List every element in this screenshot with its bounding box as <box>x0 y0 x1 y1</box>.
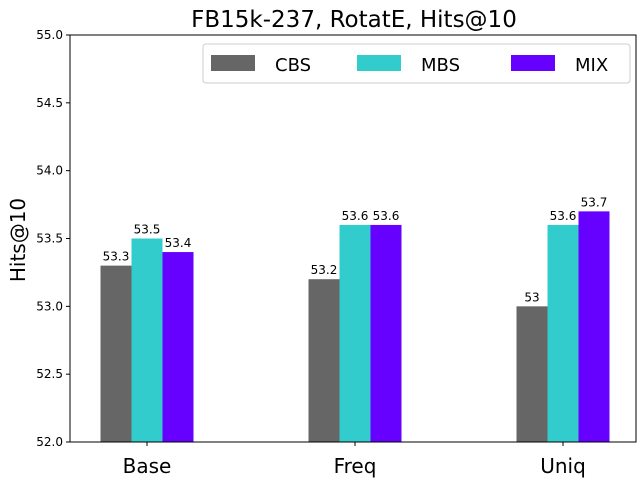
bar-value-label: 53.6 <box>342 209 369 223</box>
bar-mix-freq <box>370 224 402 442</box>
bar-value-label: 53.6 <box>550 209 577 223</box>
plot-frame <box>69 34 637 443</box>
legend-swatch-cbs <box>211 55 255 71</box>
y-axis-label: Hits@10 <box>6 198 30 282</box>
chart-title: FB15k-237, RotatE, Hits@10 <box>191 7 517 33</box>
y-tick-label: 54.0 <box>36 164 63 178</box>
bar-value-label: 53.2 <box>311 263 338 277</box>
y-tick-label: 52.0 <box>36 435 63 449</box>
x-tick-label: Base <box>123 454 172 478</box>
y-tick-label: 52.5 <box>36 367 63 381</box>
bar-value-label: 53.6 <box>373 209 400 223</box>
bar-cbs-freq <box>308 279 340 442</box>
legend-label-mix: MIX <box>575 55 608 76</box>
y-tick-label: 53.0 <box>36 299 63 313</box>
bar-value-label: 53.4 <box>165 236 192 250</box>
x-tick-label: Freq <box>334 454 377 478</box>
legend-swatch-mix <box>511 55 555 71</box>
bar-cbs-base <box>100 265 132 442</box>
legend-box <box>202 43 631 84</box>
legend-label-cbs: CBS <box>275 55 311 76</box>
y-axis-ticks: 52.0 52.5 53.0 53.5 54.0 54.5 55.0 <box>36 28 70 449</box>
bar-mbs-freq <box>339 224 371 442</box>
x-tick-label: Uniq <box>540 454 586 478</box>
bar-mix-uniq <box>578 211 610 442</box>
bar-value-label: 53.3 <box>103 250 130 264</box>
legend: CBS MBS MIX <box>202 43 631 84</box>
bars-group <box>100 211 610 442</box>
y-tick-label: 54.5 <box>36 96 63 110</box>
bar-cbs-uniq <box>516 306 548 442</box>
bar-mbs-base <box>131 238 163 442</box>
bar-value-label: 53.7 <box>581 195 608 209</box>
y-tick-label: 53.5 <box>36 232 63 246</box>
data-labels-group: 53.3 53.2 53 53.5 53.6 53.6 53.4 53.6 53.7 <box>103 195 608 304</box>
y-tick-label: 55.0 <box>36 28 63 42</box>
x-axis-ticks: Base Freq Uniq <box>123 442 586 478</box>
bar-mbs-uniq <box>547 224 579 442</box>
legend-swatch-mbs <box>357 55 401 71</box>
bar-value-label: 53.5 <box>134 223 161 237</box>
legend-label-mbs: MBS <box>421 55 460 76</box>
bar-value-label: 53 <box>524 290 539 304</box>
bar-mix-base <box>162 252 194 442</box>
